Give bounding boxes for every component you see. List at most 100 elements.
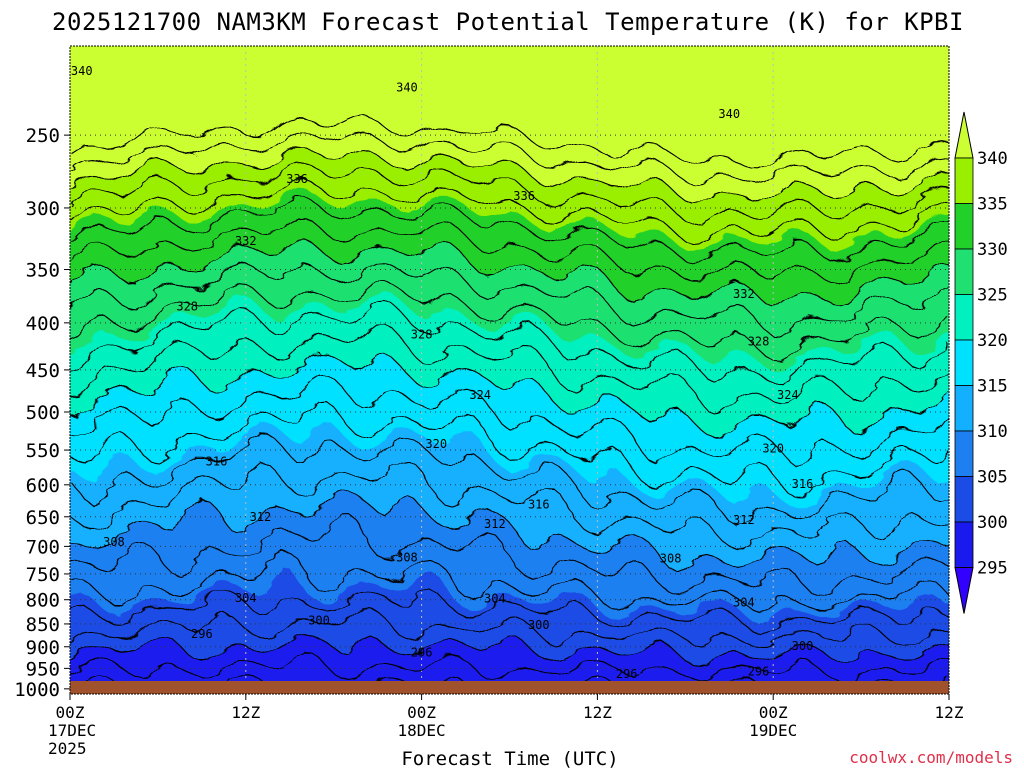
x-tick-sublabel-0-0: 17DEC — [48, 721, 96, 740]
contour-line-342 — [70, 131, 949, 186]
y-tick-label-550: 550 — [26, 440, 60, 462]
fill-band-340 — [70, 46, 949, 204]
contour-label-304: 304 — [484, 592, 506, 606]
colorbar-legend: 340 335 330 325 320 315 310 305 300 295 — [954, 111, 1008, 614]
colorbar-segment-4 — [954, 339, 974, 386]
contour-line-340 — [70, 147, 949, 205]
colorbar-segment-3 — [954, 294, 974, 341]
contour-line-318 — [70, 373, 949, 467]
colorbar-label-330: 330 — [977, 240, 1008, 260]
contour-line-334 — [70, 196, 949, 265]
y-tick-label-250: 250 — [26, 125, 60, 147]
y-tick-label-450: 450 — [26, 360, 60, 382]
x-tick-label-1: 12Z — [231, 703, 260, 722]
terrain-ground-bar — [70, 681, 949, 694]
contour-line-322 — [70, 324, 949, 415]
contour-line-314 — [70, 433, 949, 527]
chart-title: 2025121700 NAM3KM Forecast Potential Tem… — [52, 8, 964, 36]
contour-label-300: 300 — [308, 614, 330, 628]
x-tick-sublabel-0-1: 2025 — [48, 739, 87, 758]
contour-line-310 — [70, 490, 949, 573]
colorbar-segment-5 — [954, 385, 974, 432]
contour-line-328 — [70, 262, 949, 337]
contour-label-316: 316 — [206, 455, 228, 469]
y-tick-label-650: 650 — [26, 507, 60, 529]
contour-label-316: 316 — [528, 497, 550, 511]
contour-label-328: 328 — [748, 334, 770, 348]
contour-label-324: 324 — [469, 388, 491, 402]
contour-label-340: 340 — [71, 64, 93, 78]
y-axis: 250 300 350 400 450 500 550 600 650 700 750 8008509… — [14, 125, 70, 701]
x-axis-label: Forecast Time (UTC) — [401, 748, 618, 768]
contour-line-330 — [70, 238, 949, 309]
contour-label-332: 332 — [235, 234, 257, 248]
contour-line-332 — [70, 216, 949, 286]
contour-line-300 — [70, 633, 949, 667]
credit-text: coolwx.com/models — [849, 748, 1013, 767]
y-tick-label-500: 500 — [26, 402, 60, 424]
colorbar-label-340: 340 — [977, 149, 1008, 169]
colorbar-label-325: 325 — [977, 286, 1008, 306]
contour-line-302 — [70, 607, 949, 648]
y-tick-label-350: 350 — [26, 260, 60, 282]
contour-label-308: 308 — [396, 551, 418, 565]
colorbar-label-295: 295 — [977, 559, 1008, 579]
contour-line-306 — [70, 551, 949, 612]
contour-line-326 — [70, 280, 949, 362]
contour-label-296: 296 — [748, 665, 770, 679]
y-tick-label-800: 800 — [26, 590, 60, 612]
grid-lines — [70, 46, 949, 694]
contour-label-336: 336 — [286, 172, 308, 186]
contour-label-340: 340 — [396, 81, 418, 95]
colorbar-bottom-arrow — [954, 567, 974, 614]
colorbar-label-305: 305 — [977, 468, 1008, 488]
y-tick-label-600: 600 — [26, 475, 60, 497]
y-tick-label-700: 700 — [26, 536, 60, 558]
contour-label-328: 328 — [411, 328, 433, 342]
contour-label-304: 304 — [235, 591, 257, 605]
contour-label-312: 312 — [250, 510, 272, 524]
colorbar-top-arrow — [954, 111, 974, 159]
x-tick-label-4: 00Z — [759, 703, 788, 722]
contour-label-308: 308 — [103, 535, 125, 549]
contour-label-300: 300 — [528, 618, 550, 632]
x-tick-label-2: 00Z — [407, 703, 436, 722]
contour-line-304 — [70, 588, 949, 634]
contour-label-324: 324 — [777, 388, 799, 402]
colorbar-label-310: 310 — [977, 422, 1008, 442]
contour-line-344 — [70, 114, 949, 170]
contour-line-320 — [70, 352, 949, 439]
contour-line-324 — [70, 300, 949, 384]
contour-labels: 340 340 340 336 336 332 332 328 328 328 324 324 320 3… — [71, 64, 813, 681]
contour-label-308: 308 — [660, 552, 682, 566]
contour-label-312: 312 — [484, 517, 506, 531]
colorbar-label-320: 320 — [977, 331, 1008, 351]
contour-line-308 — [70, 513, 949, 597]
contour-label-340: 340 — [718, 107, 740, 121]
contour-line-338 — [70, 162, 949, 225]
contour-label-296: 296 — [411, 645, 433, 659]
contour-line-316 — [70, 401, 949, 499]
colorbar-segment-0 — [954, 157, 974, 204]
contour-line-336 — [70, 179, 949, 245]
colorbar-label-315: 315 — [977, 377, 1008, 397]
x-tick-label-0: 00Z — [56, 703, 85, 722]
y-tick-label-850: 850 — [26, 614, 60, 636]
x-tick-sublabel-4-0: 19DEC — [749, 721, 797, 740]
colorbar-label-335: 335 — [977, 195, 1008, 215]
x-tick-label-3: 12Z — [583, 703, 612, 722]
contour-label-312: 312 — [733, 513, 755, 527]
contour-lines — [70, 114, 949, 694]
colorbar-segment-2 — [954, 248, 974, 295]
colorbar-segment-1 — [954, 203, 974, 250]
y-tick-label-750: 750 — [26, 564, 60, 586]
colorbar-segment-8 — [954, 521, 974, 568]
contour-line-312 — [70, 459, 949, 550]
y-tick-label-400: 400 — [26, 313, 60, 335]
colorbar-segment-6 — [954, 430, 974, 477]
y-tick-label-900: 900 — [26, 637, 60, 659]
colorbar-label-300: 300 — [977, 513, 1008, 533]
y-tick-label-300: 300 — [26, 198, 60, 220]
x-tick-label-5: 12Z — [935, 703, 964, 722]
